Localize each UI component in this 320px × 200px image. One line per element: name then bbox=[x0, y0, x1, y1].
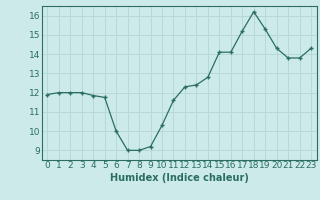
X-axis label: Humidex (Indice chaleur): Humidex (Indice chaleur) bbox=[110, 173, 249, 183]
